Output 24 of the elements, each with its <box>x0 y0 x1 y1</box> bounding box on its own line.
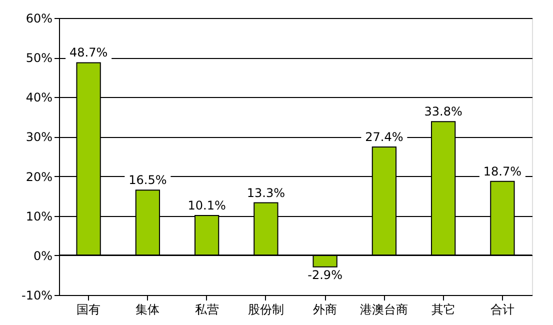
data-label: 27.4% <box>365 130 404 144</box>
x-tick-label: 合计 <box>490 302 514 316</box>
data-label: 10.1% <box>188 198 226 212</box>
y-tick-label: -10% <box>21 288 52 302</box>
y-tick-label: 20% <box>26 170 52 184</box>
x-tick-label: 外商 <box>313 302 338 316</box>
y-tick-label: 30% <box>26 130 52 144</box>
y-tick-label: 60% <box>26 12 52 26</box>
data-label: 13.3% <box>246 186 285 200</box>
x-tick-label: 港澳台商 <box>360 302 408 316</box>
data-label: 16.5% <box>128 173 167 188</box>
y-tick-label: 50% <box>26 51 52 66</box>
data-label: 18.7% <box>483 164 522 178</box>
y-tick-label: 0% <box>33 248 52 263</box>
x-tick-label: 其它 <box>431 302 456 316</box>
x-tick-label: 私营 <box>194 302 219 316</box>
data-label: -2.9% <box>308 268 342 282</box>
x-tick-label: 国有 <box>76 302 101 316</box>
y-tick-label: 40% <box>26 90 52 105</box>
x-tick-label: 集体 <box>136 302 160 316</box>
x-tick-label: 股份制 <box>248 302 284 316</box>
data-label: 48.7% <box>70 46 108 60</box>
y-tick-label: 10% <box>26 209 52 224</box>
data-label: 33.8% <box>424 104 462 119</box>
